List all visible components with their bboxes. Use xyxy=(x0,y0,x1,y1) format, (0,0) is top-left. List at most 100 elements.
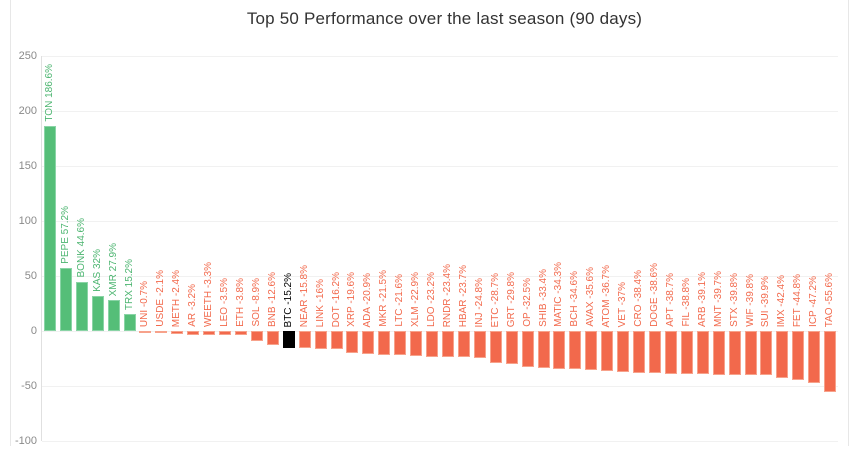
bar-label-avax: AVAX -35.6% xyxy=(585,267,597,327)
bar-label-ton: TON 186.6% xyxy=(43,64,55,122)
bar-slot-mkr: MKR -21.5% xyxy=(376,56,392,441)
bar-sol[interactable] xyxy=(250,331,263,341)
bar-grt[interactable] xyxy=(505,331,518,364)
bar-label-xrp: XRP -19.6% xyxy=(346,272,358,327)
bar-arb[interactable] xyxy=(696,331,709,374)
y-axis-tick: 250 xyxy=(18,50,37,62)
bar-cro[interactable] xyxy=(633,331,646,374)
bar-slot-arb: ARB -39.1% xyxy=(695,56,711,441)
bar-avax[interactable] xyxy=(585,331,598,371)
bar-slot-doge: DOGE -38.6% xyxy=(647,56,663,441)
bar-hbar[interactable] xyxy=(457,331,470,358)
bar-xmr[interactable] xyxy=(107,300,120,331)
bar-wif[interactable] xyxy=(744,331,757,375)
y-axis-tick: -50 xyxy=(21,380,37,392)
bar-fil[interactable] xyxy=(680,331,693,374)
gridline xyxy=(42,166,838,167)
bar-ldo[interactable] xyxy=(426,331,439,357)
bar-label-xmr: XMR 27.9% xyxy=(107,242,119,297)
gridline xyxy=(42,331,838,332)
bar-slot-usde: USDE -2.1% xyxy=(153,56,169,441)
bar-slot-apt: APT -38.7% xyxy=(663,56,679,441)
bar-slot-etc: ETC -28.7% xyxy=(488,56,504,441)
bar-uni[interactable] xyxy=(139,331,152,333)
bar-ltc[interactable] xyxy=(394,331,407,355)
bar-slot-kas: KAS 32% xyxy=(90,56,106,441)
bar-slot-inj: INJ -24.8% xyxy=(472,56,488,441)
bar-bonk[interactable] xyxy=(75,281,88,331)
bar-label-bonk: BONK 44.6% xyxy=(75,218,87,278)
bar-label-ar: AR -3.2% xyxy=(187,284,199,327)
bar-slot-ton: TON 186.6% xyxy=(42,56,58,441)
bar-label-ldo: LDO -23.2% xyxy=(426,271,438,327)
bar-slot-vet: VET -37% xyxy=(615,56,631,441)
gridline xyxy=(42,386,838,387)
bar-xlm[interactable] xyxy=(410,331,423,357)
bar-usde[interactable] xyxy=(155,331,168,334)
bar-label-eth: ETH -3.8% xyxy=(235,278,247,327)
bar-leo[interactable] xyxy=(219,331,232,335)
bar-stx[interactable] xyxy=(728,331,741,375)
bar-slot-fil: FIL -38.8% xyxy=(679,56,695,441)
bar-slot-xrp: XRP -19.6% xyxy=(345,56,361,441)
bar-slot-wif: WIF -39.8% xyxy=(743,56,759,441)
bar-xrp[interactable] xyxy=(346,331,359,353)
bar-slot-weeth: WEETH -3.3% xyxy=(201,56,217,441)
bar-slot-link: LINK -16% xyxy=(313,56,329,441)
bar-vet[interactable] xyxy=(617,331,630,372)
bar-imx[interactable] xyxy=(776,331,789,378)
bar-slot-leo: LEO -3.5% xyxy=(217,56,233,441)
bar-ton[interactable] xyxy=(43,125,56,331)
bar-slot-xlm: XLM -22.9% xyxy=(408,56,424,441)
bar-slot-avax: AVAX -35.6% xyxy=(583,56,599,441)
bar-slot-icp: ICP -47.2% xyxy=(806,56,822,441)
bar-apt[interactable] xyxy=(664,331,677,374)
bar-op[interactable] xyxy=(521,331,534,367)
bar-label-leo: LEO -3.5% xyxy=(219,278,231,327)
bar-slot-sui: SUI -39.9% xyxy=(758,56,774,441)
bar-shib[interactable] xyxy=(537,331,550,368)
bar-fet[interactable] xyxy=(792,331,805,381)
bar-label-etc: ETC -28.7% xyxy=(489,272,501,327)
bar-trx[interactable] xyxy=(123,314,136,331)
bar-slot-imx: IMX -42.4% xyxy=(774,56,790,441)
bar-label-weeth: WEETH -3.3% xyxy=(203,261,215,327)
bar-btc[interactable] xyxy=(282,331,295,348)
bar-mkr[interactable] xyxy=(378,331,391,355)
y-axis-tick: 0 xyxy=(30,325,37,337)
bar-icp[interactable] xyxy=(808,331,821,383)
bar-label-ada: ADA -20.9% xyxy=(362,272,374,327)
bar-label-arb: ARB -39.1% xyxy=(696,271,708,327)
bar-label-fil: FIL -38.8% xyxy=(680,278,692,327)
bar-bch[interactable] xyxy=(569,331,582,370)
bar-label-wif: WIF -39.8% xyxy=(744,274,756,327)
bar-slot-ada: ADA -20.9% xyxy=(360,56,376,441)
bar-tao[interactable] xyxy=(824,331,837,393)
bar-link[interactable] xyxy=(314,331,327,349)
bar-weeth[interactable] xyxy=(203,331,216,335)
bar-label-trx: TRX 15.2% xyxy=(123,259,135,311)
bar-pepe[interactable] xyxy=(59,268,72,331)
bar-label-pepe: PEPE 57.2% xyxy=(59,206,71,265)
bar-rndr[interactable] xyxy=(442,331,454,357)
bar-near[interactable] xyxy=(298,331,311,349)
bar-kas[interactable] xyxy=(91,295,104,331)
y-axis-tick: -100 xyxy=(14,435,37,447)
bar-mnt[interactable] xyxy=(712,331,725,375)
bar-label-inj: INJ -24.8% xyxy=(473,277,485,327)
bar-slot-ldo: LDO -23.2% xyxy=(424,56,440,441)
bar-inj[interactable] xyxy=(473,331,486,359)
bar-matic[interactable] xyxy=(553,331,566,369)
bar-atom[interactable] xyxy=(601,331,614,372)
bar-dot[interactable] xyxy=(330,331,343,349)
bar-sui[interactable] xyxy=(760,331,773,375)
bar-meth[interactable] xyxy=(171,331,184,334)
bar-bnb[interactable] xyxy=(266,331,279,345)
y-axis-tick: 50 xyxy=(24,270,37,282)
bar-ada[interactable] xyxy=(362,331,375,354)
bar-eth[interactable] xyxy=(235,331,248,336)
bar-ar[interactable] xyxy=(187,331,200,335)
bar-doge[interactable] xyxy=(648,331,661,374)
bar-etc[interactable] xyxy=(489,331,502,363)
bar-slot-eth: ETH -3.8% xyxy=(233,56,249,441)
